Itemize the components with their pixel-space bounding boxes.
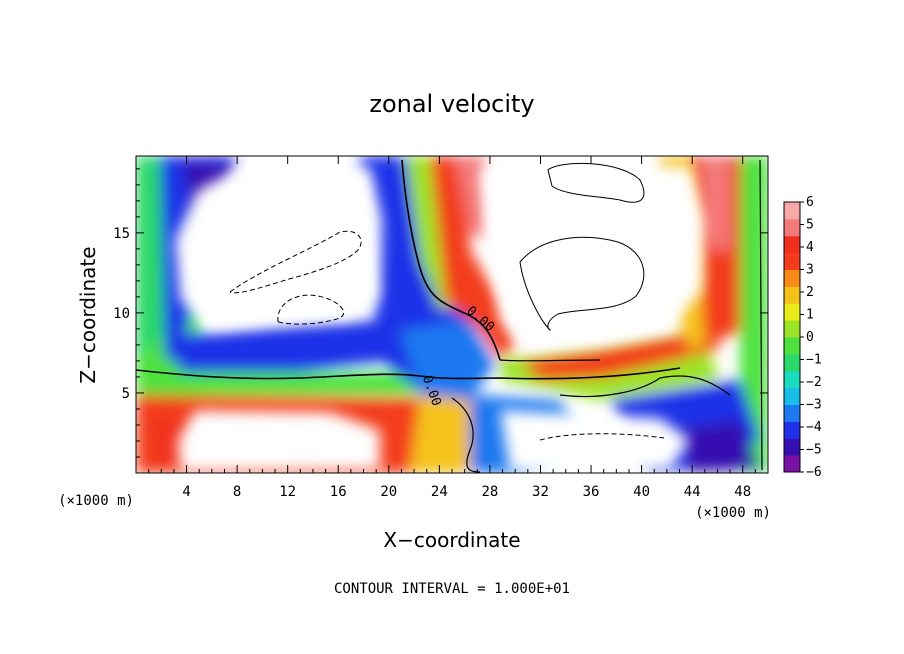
colorbar-tick-label: 5 — [806, 218, 814, 233]
colorbar-swatch — [784, 202, 800, 220]
x-tick-label: 12 — [279, 484, 296, 500]
x-axis-units: (×1000 m) — [695, 505, 771, 521]
y-tick-label: 5 — [122, 386, 130, 402]
y-tick-label: 15 — [113, 226, 130, 242]
colorbar-swatch — [784, 404, 800, 422]
x-axis-label: X−coordinate — [383, 528, 520, 552]
colorbar-tick-label: 4 — [806, 240, 814, 255]
colorbar-swatch — [784, 353, 800, 372]
field-region-10 — [400, 320, 495, 400]
colorbar-swatch — [784, 269, 800, 287]
x-tick-label: 44 — [684, 484, 701, 500]
colorbar-tick-label: −5 — [806, 443, 822, 458]
field-region-5 — [170, 320, 400, 372]
colorbar-swatch — [784, 370, 800, 389]
x-tick-label: 28 — [481, 484, 498, 500]
colorbar-tick-label: −4 — [806, 420, 822, 435]
plot-area: 0.00 0.00 — [136, 156, 768, 473]
colorbar-swatch — [784, 455, 800, 473]
colorbar-tick-label: −3 — [806, 398, 822, 413]
field-region-12 — [430, 156, 520, 360]
colorbar-swatch — [784, 286, 800, 304]
y-axis-ticks: 5 10 15 — [113, 168, 768, 458]
colorbar-tick-label: −2 — [806, 375, 822, 390]
colorbar-tick-label: 1 — [806, 308, 814, 323]
x-tick-label: 20 — [380, 484, 397, 500]
colorbar-swatch — [784, 421, 800, 439]
field-region-23 — [680, 420, 760, 472]
contour-lines — [136, 159, 763, 473]
x-tick-label: 36 — [583, 484, 600, 500]
y-axis-units: (×1000 m) — [58, 493, 134, 509]
x-tick-label: 40 — [633, 484, 650, 500]
colorbar-tick-label: −6 — [806, 465, 822, 480]
y-axis-label: Z−coordinate — [76, 246, 100, 383]
white-regions — [175, 166, 705, 472]
colorbar-swatch — [784, 337, 800, 355]
colorbar-tick-label: 6 — [806, 195, 814, 210]
x-tick-label: 24 — [431, 484, 448, 500]
field-region-17 — [520, 330, 720, 380]
colorbar-swatch — [784, 235, 800, 254]
colorbar-swatch — [784, 218, 800, 237]
field-region-11 — [405, 156, 465, 310]
colorbar-tick-label: 0 — [806, 330, 814, 345]
field-region-14 — [410, 395, 480, 473]
colorbar: 6 5 4 3 2 1 0 −1 −2 −3 −4 −5 −6 — [783, 195, 822, 480]
colorbar-swatch — [784, 252, 800, 270]
chart-title: zonal velocity — [369, 90, 534, 118]
colorbar-swatch — [784, 320, 800, 338]
colorbar-tick-label: 3 — [806, 263, 814, 278]
y-tick-label: 10 — [113, 306, 130, 322]
x-tick-label: 32 — [532, 484, 549, 500]
x-tick-label: 4 — [182, 484, 190, 500]
x-axis-ticks: 4 8 12 16 20 24 28 32 36 40 44 48 — [148, 156, 756, 500]
field-region-6 — [136, 372, 420, 395]
colorbar-swatch — [784, 387, 800, 405]
field-region-19 — [690, 156, 745, 345]
colorbar-swatch — [784, 303, 800, 321]
field-region-20 — [700, 156, 730, 250]
colorbar-tick-label: −1 — [806, 353, 822, 368]
colorbar-swatch — [784, 438, 800, 456]
x-tick-label: 16 — [330, 484, 347, 500]
x-tick-label: 48 — [734, 484, 751, 500]
field-region-13 — [455, 156, 485, 240]
x-tick-label: 8 — [233, 484, 241, 500]
contour-interval-note: CONTOUR INTERVAL = 1.000E+01 — [334, 581, 570, 597]
colorbar-tick-label: 2 — [806, 285, 814, 300]
